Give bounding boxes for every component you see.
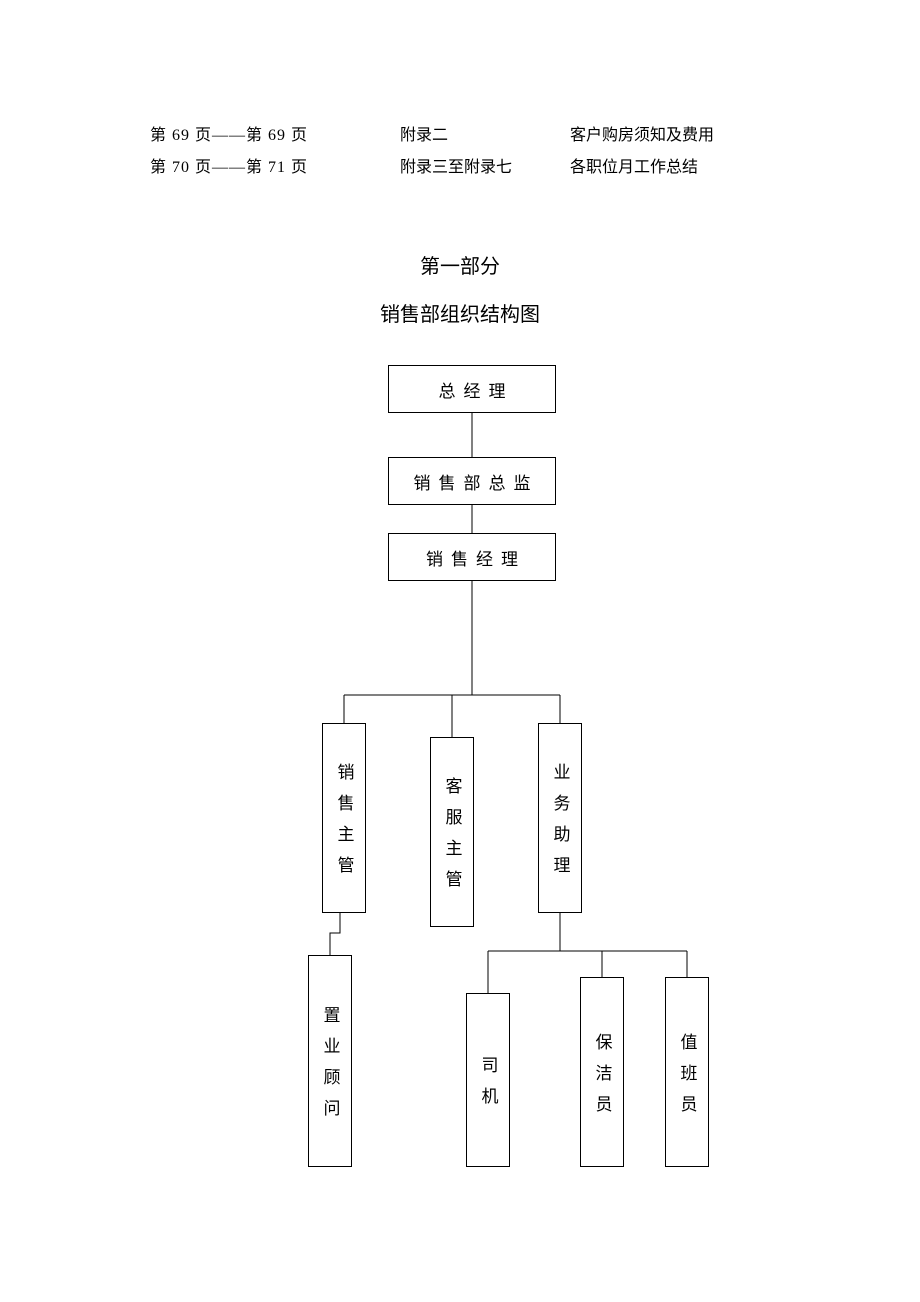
table-of-contents: 第 69 页——第 69 页 附录二 客户购房须知及费用 第 70 页——第 7… — [150, 120, 714, 184]
toc-appendix: 附录三至附录七 — [400, 152, 570, 184]
org-node-cleaner: 保洁员 — [580, 977, 624, 1167]
org-node-sales_sup: 销售主管 — [322, 723, 366, 913]
toc-pages: 第 69 页——第 69 页 — [150, 120, 400, 152]
toc-row: 第 70 页——第 71 页 附录三至附录七 各职位月工作总结 — [150, 152, 714, 184]
org-node-driver: 司机 — [466, 993, 510, 1167]
toc-pages: 第 70 页——第 71 页 — [150, 152, 400, 184]
org-node-cs_sup: 客服主管 — [430, 737, 474, 927]
org-chart: 总经理销售部总监销售经理销售主管 客服主管 业务助理置业顾问 司机 保洁员值班员 — [0, 365, 920, 1265]
org-node-biz_asst: 业务助理 — [538, 723, 582, 913]
chart-title: 销售部组织结构图 — [0, 298, 920, 327]
toc-desc: 客户购房须知及费用 — [570, 120, 714, 152]
section-title: 第一部分 — [0, 250, 920, 279]
toc-row: 第 69 页——第 69 页 附录二 客户购房须知及费用 — [150, 120, 714, 152]
org-node-gm: 总经理 — [388, 365, 556, 413]
org-node-manager: 销售经理 — [388, 533, 556, 581]
org-node-director: 销售部总监 — [388, 457, 556, 505]
org-node-consult: 置业顾问 — [308, 955, 352, 1167]
toc-desc: 各职位月工作总结 — [570, 152, 698, 184]
toc-appendix: 附录二 — [400, 120, 570, 152]
org-edge — [330, 913, 340, 955]
org-node-duty: 值班员 — [665, 977, 709, 1167]
